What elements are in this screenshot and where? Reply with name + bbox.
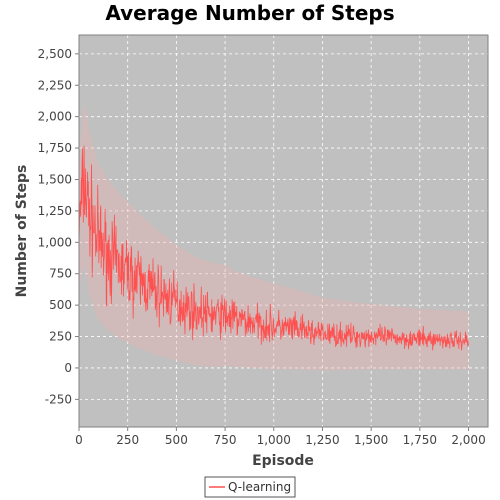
x-tick-label: 1,500 <box>354 433 388 447</box>
x-tick-label: 2,000 <box>451 433 485 447</box>
variance-band-area <box>79 104 469 371</box>
grid <box>78 35 488 427</box>
legend: Q-learning <box>204 476 296 498</box>
y-tick-label: 2,250 <box>38 78 72 92</box>
x-tick-label: 1,750 <box>403 433 437 447</box>
y-tick-label: -250 <box>45 392 72 406</box>
y-axis: -250 0 250 500 750 1,000 1,250 1,500 1,750 2,000 2… <box>38 47 79 406</box>
chart-title: Average Number of Steps <box>105 1 394 25</box>
y-tick-label: 1,500 <box>38 172 72 186</box>
series-line-layer <box>78 145 469 351</box>
y-tick-label: 250 <box>49 330 72 344</box>
variance-band <box>79 104 469 371</box>
x-tick-label: 750 <box>214 433 237 447</box>
y-tick-label: 1,250 <box>38 204 72 218</box>
series-line-q-learning <box>78 145 469 351</box>
x-tick-label: 0 <box>75 433 83 447</box>
legend-box <box>204 476 296 498</box>
y-tick-label: 500 <box>49 298 72 312</box>
plot-border <box>78 34 489 428</box>
y-tick-label: 1,000 <box>38 235 72 249</box>
x-tick-label: 500 <box>165 433 188 447</box>
y-tick-label: 750 <box>49 267 72 281</box>
x-axis-title: Episode <box>252 453 314 469</box>
y-tick-label: 1,750 <box>38 141 72 155</box>
y-tick-label: 2,500 <box>38 47 72 61</box>
x-axis: 0 250 500 750 1,000 1,250 1,500 1,750 2,000 <box>75 427 486 447</box>
y-axis-title: Number of Steps <box>14 165 30 298</box>
y-tick-label: 0 <box>64 361 72 375</box>
x-tick-label: 1,250 <box>305 433 339 447</box>
legend-label-q-learning: Q-learning <box>228 480 291 494</box>
y-tick-label: 2,000 <box>38 110 72 124</box>
x-tick-label: 1,000 <box>257 433 291 447</box>
x-tick-label: 250 <box>116 433 139 447</box>
